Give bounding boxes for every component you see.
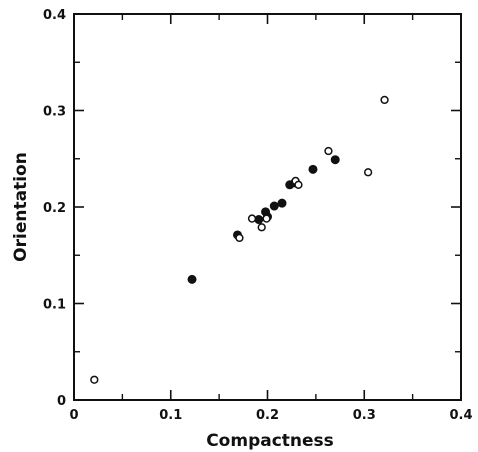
- open-point: [235, 233, 244, 243]
- y-tick-label: 0.1: [43, 298, 66, 313]
- open-point: [324, 146, 333, 156]
- x-axis-ticks: 0 0.1 0.2 0.3 0.4: [69, 14, 473, 423]
- open-point: [380, 95, 389, 105]
- open-point: [262, 214, 271, 223]
- open-point: [363, 168, 373, 177]
- x-tick-label: 0.2: [256, 408, 279, 423]
- filled-point: [330, 155, 340, 165]
- x-tick-label: 0.1: [159, 408, 182, 423]
- y-tick-label: 0: [57, 394, 66, 409]
- y-tick-label: 0.4: [43, 8, 66, 23]
- x-tick-label: 0: [69, 408, 78, 423]
- filled-point: [277, 198, 287, 208]
- open-point: [257, 223, 266, 232]
- data-points: [90, 95, 389, 384]
- filled-point: [308, 164, 318, 174]
- filled-point: [187, 274, 197, 284]
- y-axis-ticks: 0 0.1 0.2 0.3 0.4: [43, 8, 461, 409]
- plot-frame: [73, 13, 462, 401]
- y-tick-label: 0.3: [43, 105, 66, 120]
- x-axis-title: Compactness: [206, 431, 334, 451]
- open-point: [247, 214, 257, 223]
- open-point: [294, 180, 303, 189]
- y-tick-label: 0.2: [43, 201, 66, 216]
- filled-point: [269, 201, 279, 211]
- x-tick-label: 0.4: [449, 408, 472, 423]
- y-axis-title: Orientation: [11, 152, 31, 262]
- open-point: [90, 375, 99, 384]
- x-tick-label: 0.3: [353, 408, 376, 423]
